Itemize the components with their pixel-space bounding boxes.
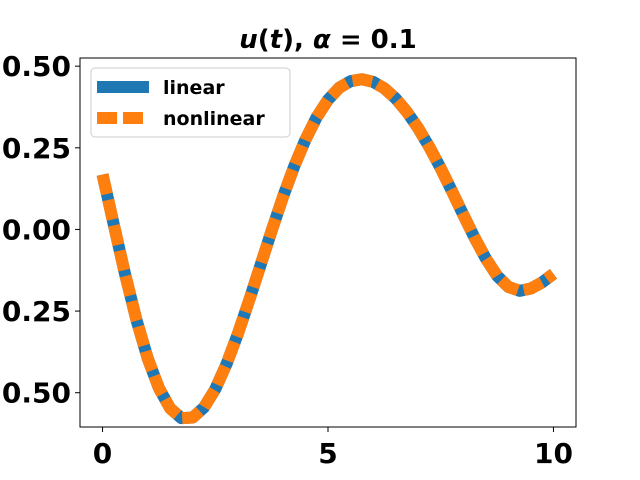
x-tick-label: 10 — [534, 437, 573, 470]
y-tick-label: 0.25 — [2, 132, 71, 165]
legend-label-nonlinear: nonlinear — [163, 108, 265, 130]
y-tick-label: 0.50 — [2, 50, 71, 83]
chart-title: u(t), α = 0.1 — [239, 25, 417, 55]
legend-label-linear: linear — [163, 77, 225, 99]
x-tick-label: 0 — [93, 437, 112, 470]
y-tick-label: −0.25 — [0, 295, 71, 328]
legend: linear nonlinear — [91, 68, 290, 137]
y-tick-label: −0.50 — [0, 377, 71, 410]
y-tick-label: 0.00 — [2, 213, 71, 246]
x-tick-label: 5 — [318, 437, 337, 470]
